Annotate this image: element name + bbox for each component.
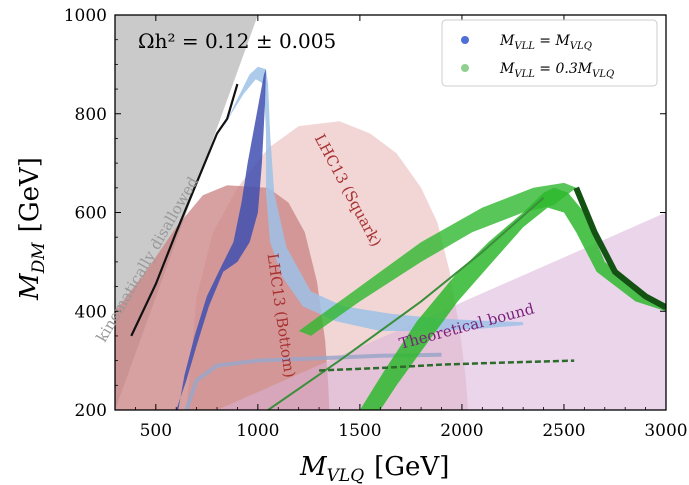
x-tick-label: 3000: [644, 421, 687, 441]
x-tick-label: 2000: [440, 421, 483, 441]
series-2-dark-edge: [573, 186, 666, 310]
series-1-edge-line: [130, 83, 239, 337]
series-2-thin-line: [267, 196, 545, 410]
legend-box: [441, 19, 658, 87]
series-2-low-branch: [319, 359, 575, 372]
series-1-low-branch: [184, 352, 442, 410]
plot-area: [115, 15, 666, 410]
region-0: [115, 15, 258, 410]
x-tick-label: 500: [140, 421, 172, 441]
legend-marker-1: [461, 36, 469, 44]
y-tick-label: 600: [75, 204, 107, 224]
y-tick-label: 400: [75, 302, 107, 322]
legend-label-1: MVLL = MVLQ: [499, 33, 592, 52]
x-axis-label: MVLQ [GeV]: [299, 452, 449, 485]
y-axis-label: MDM[GeV]: [15, 157, 49, 301]
legend-label-2: MVLL = 0.3MVLQ: [499, 61, 614, 80]
series-2-band: [359, 187, 666, 410]
y-tick-label: 200: [75, 401, 107, 421]
series-1-band: [176, 69, 266, 410]
y-tick-label: 800: [75, 105, 107, 125]
x-tick-label: 1000: [236, 421, 279, 441]
axis-ticks: 500 1000 1500 2000 2500 3000 200 400 600 800 1000: [64, 6, 688, 441]
x-tick-label: 1500: [338, 421, 381, 441]
annotation-omega: Ωh² = 0.12 ± 0.005: [138, 29, 336, 53]
legend-marker-2: [461, 64, 469, 72]
x-tick-label: 2500: [542, 421, 585, 441]
y-tick-label: 1000: [64, 6, 107, 26]
legend: MVLL = MVLQ MVLL = 0.3MVLQ: [441, 19, 658, 87]
